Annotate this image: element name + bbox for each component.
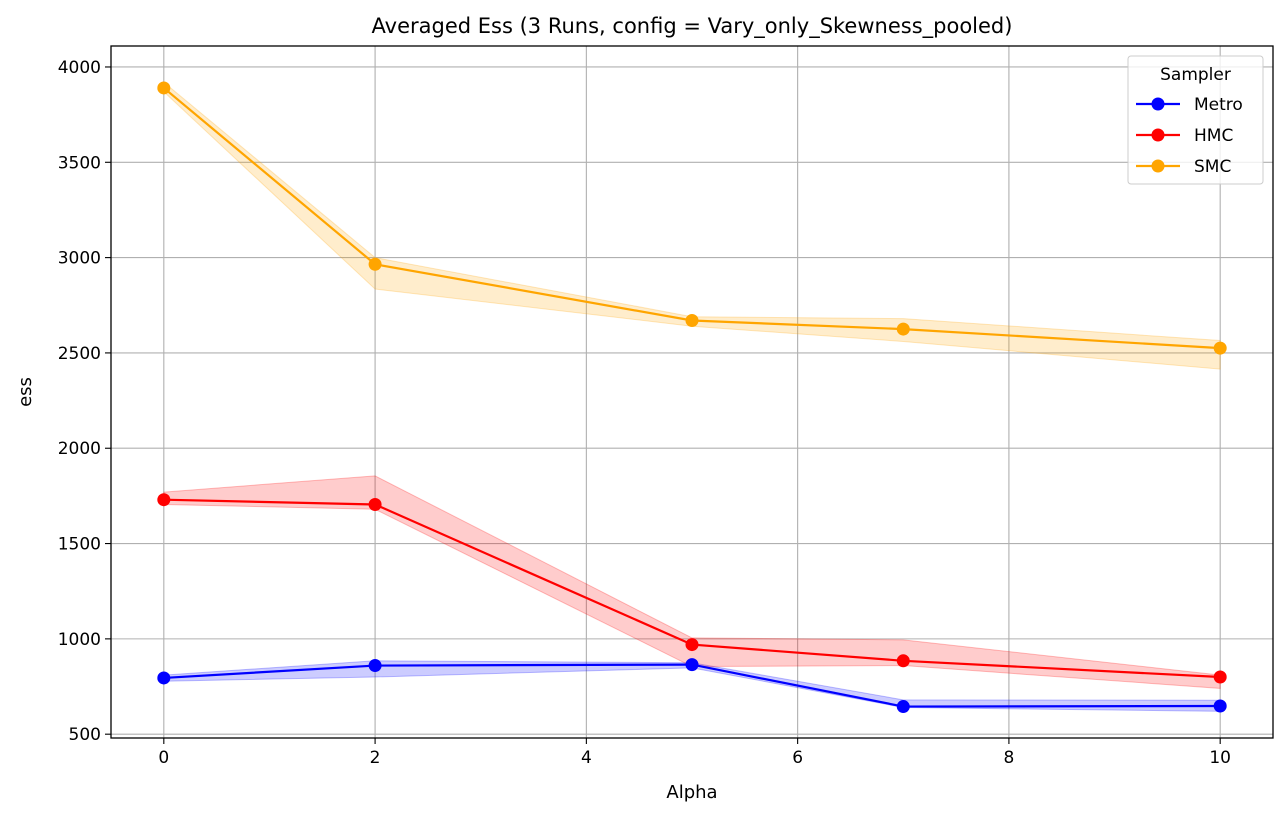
legend-label-metro: Metro — [1194, 95, 1243, 115]
series-lines — [163, 87, 1221, 708]
data-point-metro — [896, 700, 910, 714]
data-point-metro — [368, 659, 382, 673]
legend-title: Sampler — [1160, 65, 1231, 85]
y-tick-label: 2500 — [58, 344, 101, 364]
legend-label-smc: SMC — [1194, 157, 1231, 177]
legend-marker-smc — [1151, 159, 1165, 173]
confidence-band-smc — [163, 81, 1221, 370]
y-tick-label: 3000 — [58, 249, 101, 269]
legend-box — [1127, 55, 1264, 185]
data-point-metro — [157, 671, 171, 685]
confidence-band-hmc — [163, 475, 1221, 689]
x-tick-label: 10 — [1209, 748, 1231, 768]
data-point-smc — [157, 81, 171, 95]
data-point-smc — [1213, 341, 1227, 355]
chart-title: Averaged Ess (3 Runs, config = Vary_only… — [372, 14, 1013, 39]
y-tick-label: 3500 — [58, 153, 101, 173]
y-tick-label: 4000 — [58, 58, 101, 78]
legend: Sampler Metro HMC SMC — [1127, 55, 1264, 185]
x-tick-label: 0 — [158, 748, 169, 768]
confidence-bands — [163, 81, 1221, 712]
grid-lines — [111, 46, 1273, 738]
data-point-smc — [896, 322, 910, 336]
y-tick-label: 1000 — [58, 630, 101, 650]
x-tick-label: 8 — [1003, 748, 1014, 768]
y-tick-label: 2000 — [58, 439, 101, 459]
data-point-hmc — [1213, 670, 1227, 684]
x-tick-label: 4 — [581, 748, 592, 768]
y-tick-label: 1500 — [58, 535, 101, 555]
data-point-hmc — [685, 638, 699, 652]
data-point-metro — [685, 658, 699, 672]
x-axis-title: Alpha — [666, 782, 717, 803]
axis-ticks: 0 2 4 6 8 10 500 1000 1500 2000 2500 3000 3500 4000 — [58, 58, 1231, 768]
plot-frame — [110, 45, 1274, 739]
x-tick-label: 6 — [792, 748, 803, 768]
legend-marker-hmc — [1151, 128, 1165, 142]
x-tick-label: 2 — [370, 748, 381, 768]
data-point-hmc — [368, 497, 382, 511]
data-point-smc — [368, 257, 382, 271]
data-point-hmc — [157, 493, 171, 507]
data-point-smc — [685, 314, 699, 328]
y-tick-label: 500 — [69, 725, 101, 745]
series-points — [157, 81, 1227, 714]
data-point-hmc — [896, 654, 910, 668]
legend-label-hmc: HMC — [1194, 126, 1233, 146]
legend-marker-metro — [1151, 97, 1165, 111]
data-point-metro — [1213, 699, 1227, 713]
y-axis-title: ess — [15, 377, 36, 407]
